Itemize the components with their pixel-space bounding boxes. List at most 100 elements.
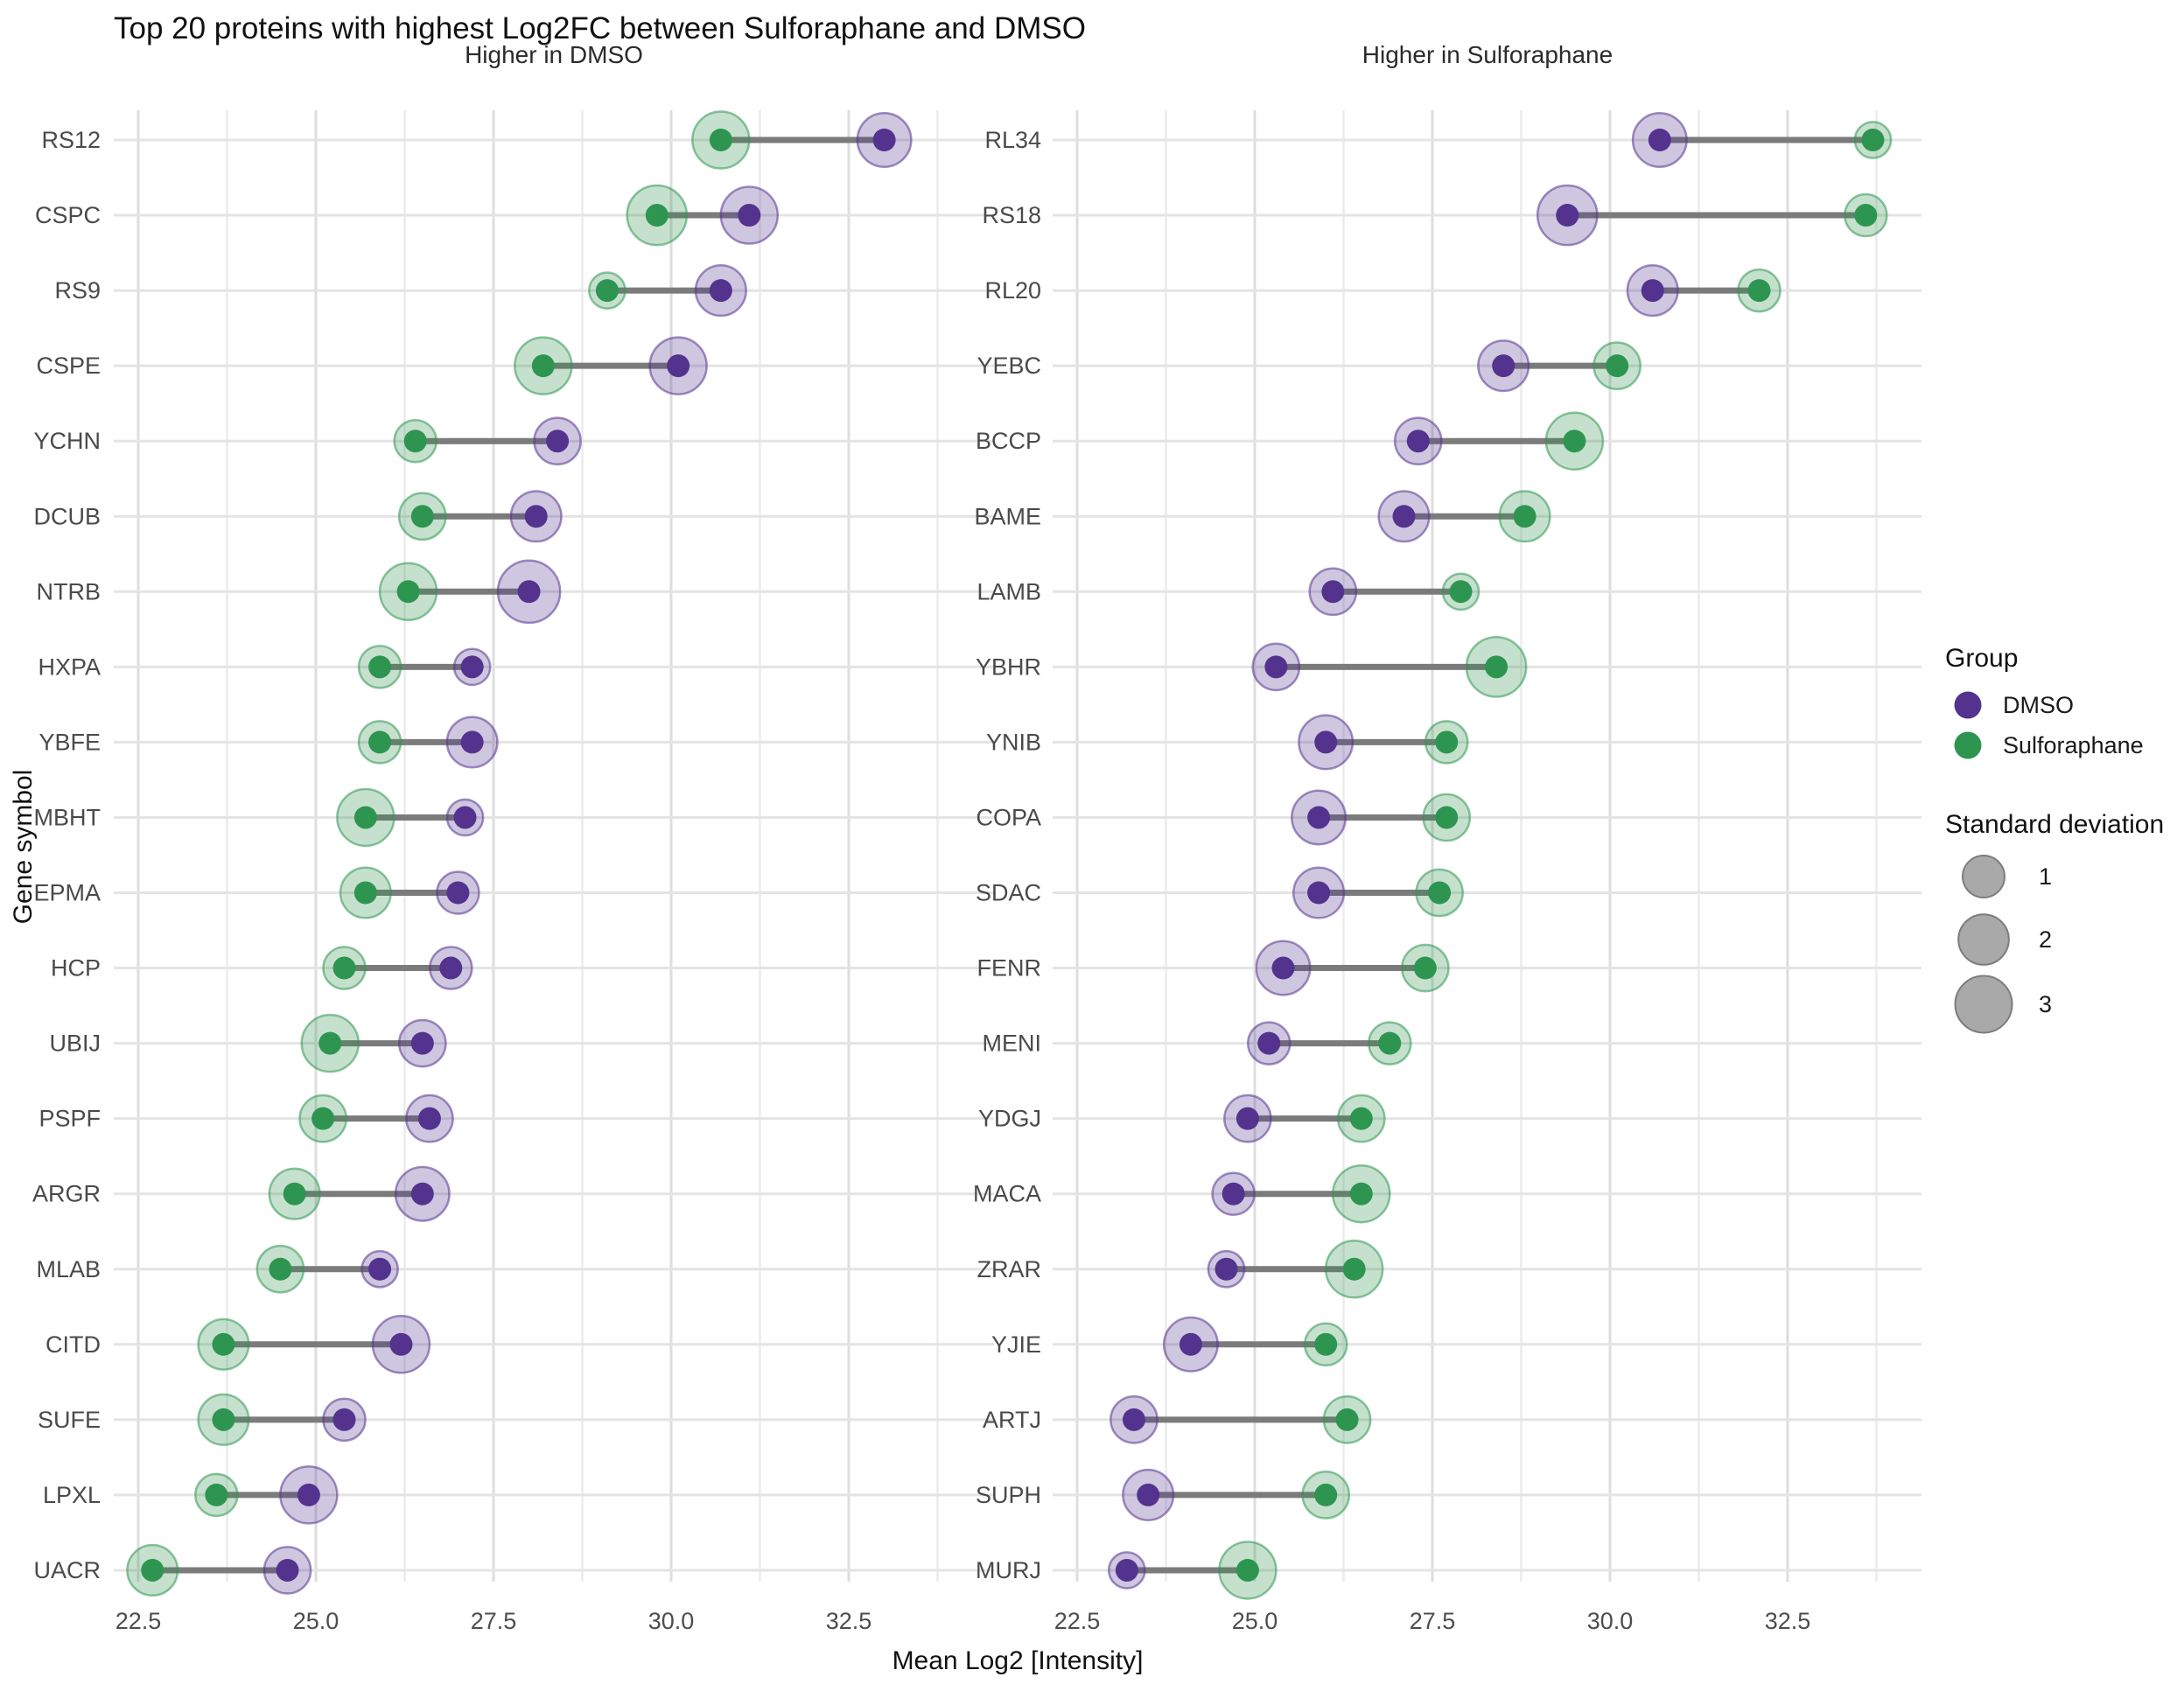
sulforaphane-mean-dot xyxy=(1449,580,1473,604)
x-tick-label: 27.5 xyxy=(1410,1608,1456,1634)
gene-label-YBFE: YBFE xyxy=(38,729,101,755)
dmso-mean-dot xyxy=(389,1332,413,1356)
axis-layer: 22.5 25.0 27.5 30.0 32.5 RS12 CSPC RS9 CSPE YCHN D… xyxy=(32,127,1810,1634)
sulforaphane-mean-dot xyxy=(1349,1182,1373,1205)
gene-label-SUFE: SUFE xyxy=(38,1407,101,1433)
dumbbell-row-MACA xyxy=(1211,1163,1391,1224)
x-tick-label: 25.0 xyxy=(1232,1608,1278,1634)
dmso-mean-dot xyxy=(453,806,477,829)
dumbbell-row-RL20 xyxy=(1626,264,1782,318)
sulforaphane-mean-dot xyxy=(1606,354,1629,378)
sulforaphane-mean-dot xyxy=(1428,881,1452,905)
sulforaphane-mean-dot xyxy=(212,1332,235,1356)
legend-sd-title: Standard deviation xyxy=(1945,810,2164,839)
gene-label-CSPE: CSPE xyxy=(36,353,101,379)
gene-label-RS9: RS9 xyxy=(54,277,101,304)
sulforaphane-mean-dot xyxy=(368,655,392,679)
sulforaphane-mean-dot xyxy=(709,129,732,151)
sulforaphane-mean-dot xyxy=(1236,1558,1259,1582)
sulforaphane-mean-dot xyxy=(1349,1107,1373,1130)
x-tick-label: 22.5 xyxy=(1054,1608,1101,1634)
dumbbell-row-YEBC xyxy=(1477,339,1642,393)
dmso-mean-dot xyxy=(1307,881,1331,905)
dumbbell-row-CSPC xyxy=(626,184,780,247)
sulforaphane-mean-dot xyxy=(1314,1332,1338,1356)
gene-label-NTRB: NTRB xyxy=(37,578,102,604)
dumbbell-row-ARGR xyxy=(268,1165,451,1222)
gene-label-MLAB: MLAB xyxy=(36,1256,101,1282)
gene-label-EPMA: EPMA xyxy=(33,880,101,906)
gene-label-HCP: HCP xyxy=(51,955,101,982)
dmso-mean-dot xyxy=(1406,430,1430,453)
gene-label-YCHN: YCHN xyxy=(33,428,101,454)
sulforaphane-mean-dot xyxy=(368,730,392,754)
dmso-mean-dot xyxy=(1641,279,1664,303)
dumbbell-row-RS18 xyxy=(1536,184,1888,247)
gene-label-BAME: BAME xyxy=(974,503,1041,529)
dmso-mean-dot xyxy=(524,505,548,528)
gene-label-MBHT: MBHT xyxy=(34,804,102,830)
dmso-mean-dot xyxy=(667,354,690,378)
gene-label-YNIB: YNIB xyxy=(986,729,1041,755)
sulforaphane-mean-dot xyxy=(283,1182,306,1205)
legend-sd-swatch-2 xyxy=(1957,913,2010,966)
dumbbell-row-MBHT xyxy=(336,787,485,848)
dmso-mean-dot xyxy=(1271,956,1295,980)
gene-label-RL20: RL20 xyxy=(984,277,1041,304)
sulforaphane-mean-dot xyxy=(332,956,356,980)
dmso-mean-dot xyxy=(368,1257,392,1281)
dmso-mean-dot xyxy=(1392,505,1416,528)
gene-label-LPXL: LPXL xyxy=(43,1482,101,1508)
dmso-mean-dot xyxy=(1179,1332,1202,1356)
gene-label-LAMB: LAMB xyxy=(976,578,1041,604)
dmso-mean-dot xyxy=(1257,1031,1281,1055)
dmso-mean-dot xyxy=(709,279,732,303)
legend-sd-label-1: 1 xyxy=(2039,863,2052,890)
sulforaphane-mean-dot xyxy=(1342,1257,1366,1281)
dmso-mean-dot xyxy=(1648,129,1671,151)
gene-label-CSPC: CSPC xyxy=(35,202,101,228)
sulforaphane-mean-dot xyxy=(410,505,434,528)
sulforaphane-mean-dot xyxy=(141,1558,164,1582)
data-layer xyxy=(126,110,1893,1600)
y-axis-title: Gene symbol xyxy=(9,770,38,925)
gene-label-MACA: MACA xyxy=(973,1181,1041,1207)
x-tick-label: 25.0 xyxy=(293,1608,340,1634)
panel-title-higher-in-dmso: Higher in DMSO xyxy=(465,41,643,68)
dmso-mean-dot xyxy=(297,1483,320,1506)
sulforaphane-mean-dot xyxy=(1435,730,1459,754)
dmso-mean-dot xyxy=(1222,1182,1245,1205)
dumbbell-row-CSPE xyxy=(514,336,708,395)
dmso-mean-dot xyxy=(276,1558,299,1582)
sulforaphane-mean-dot xyxy=(595,279,619,303)
sulforaphane-mean-dot xyxy=(312,1107,335,1130)
dmso-mean-dot xyxy=(1321,580,1345,604)
sulforaphane-mean-dot xyxy=(205,1483,228,1506)
sulforaphane-mean-dot xyxy=(1413,956,1437,980)
gene-label-CITD: CITD xyxy=(46,1331,101,1358)
sulforaphane-mean-dot xyxy=(1854,204,1878,227)
dumbbell-row-YJIE xyxy=(1162,1316,1348,1373)
sulforaphane-mean-dot xyxy=(269,1257,292,1281)
dmso-mean-dot xyxy=(1115,1558,1138,1582)
x-axis-title: Mean Log2 [Intensity] xyxy=(892,1646,1144,1675)
gene-label-UACR: UACR xyxy=(33,1557,101,1583)
gene-label-SDAC: SDAC xyxy=(976,880,1041,906)
dmso-mean-dot xyxy=(410,1182,434,1205)
dmso-mean-dot xyxy=(517,580,541,604)
dmso-mean-dot xyxy=(460,730,484,754)
dumbbell-row-MLAB xyxy=(256,1244,399,1294)
legend-sulforaphane-swatch xyxy=(1954,731,1982,759)
sulforaphane-mean-dot xyxy=(354,881,377,905)
legend: Group DMSO Sulforaphane Standard deviati… xyxy=(1945,644,2164,1034)
gene-label-SUPH: SUPH xyxy=(976,1482,1041,1508)
gene-label-MURJ: MURJ xyxy=(976,1557,1041,1583)
x-tick-label: 32.5 xyxy=(826,1608,872,1634)
dmso-mean-dot xyxy=(1492,354,1516,378)
sulforaphane-mean-dot xyxy=(1747,279,1771,303)
dumbbell-row-MENI xyxy=(1246,1021,1412,1066)
dmso-mean-dot xyxy=(738,204,761,227)
sulforaphane-mean-dot xyxy=(212,1408,235,1431)
